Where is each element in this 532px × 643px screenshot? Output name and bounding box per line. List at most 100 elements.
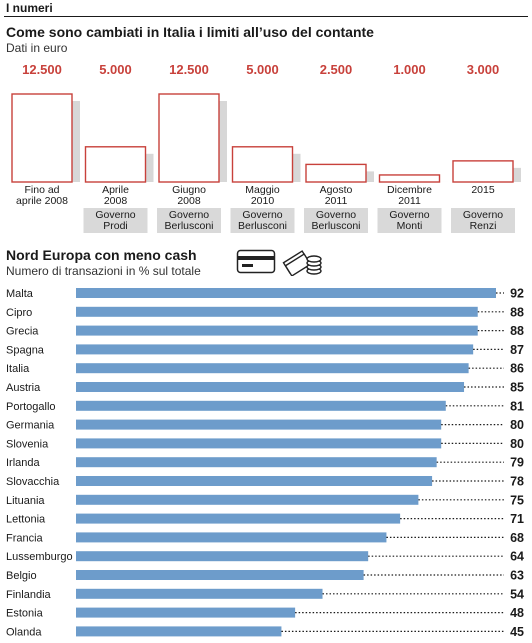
category-label: Maggio: [245, 184, 280, 196]
bar: [231, 146, 294, 183]
category-label: 2008: [104, 195, 128, 207]
value-label: 2.500: [320, 62, 353, 77]
cash-coins-icon: [282, 250, 322, 276]
section-tag: I numeri: [6, 1, 53, 15]
value-label: 64: [510, 550, 524, 564]
country-label: Lituania: [6, 495, 45, 507]
bar: [76, 344, 474, 355]
country-label: Italia: [6, 363, 30, 375]
bar: [76, 588, 323, 599]
bar: [76, 626, 282, 637]
country-label: Estonia: [6, 608, 44, 620]
country-label: Austria: [6, 382, 41, 394]
government-label: Berlusconi: [311, 220, 360, 232]
country-label: Olanda: [6, 626, 42, 638]
country-label: Francia: [6, 532, 44, 544]
cashless-chart: Malta 92 Cipro 88 Grecia 88 Spagna 87 Italia 86 Au…: [6, 287, 524, 639]
country-label: Grecia: [6, 326, 39, 338]
government-label: Governo: [389, 209, 429, 221]
bar: [76, 532, 387, 543]
government-label: Governo: [242, 209, 282, 221]
country-label: Belgio: [6, 570, 37, 582]
value-label: 87: [510, 343, 524, 357]
bar: [305, 163, 367, 183]
government-label: Monti: [397, 220, 423, 232]
government-box: [304, 208, 368, 233]
value-label: 12.500: [169, 62, 209, 77]
country-label: Cipro: [6, 307, 32, 319]
bar: [76, 325, 478, 336]
value-label: 88: [510, 305, 524, 319]
value-label: 68: [510, 531, 524, 545]
category-label: Fino ad: [24, 184, 59, 196]
chart1-subtitle: Dati in euro: [6, 41, 68, 55]
bar: [76, 382, 465, 392]
value-label: 79: [510, 456, 524, 470]
bar: [84, 146, 147, 183]
value-label: 5.000: [99, 62, 132, 77]
chart2-subtitle: Numero di transazioni in % sul totale: [6, 264, 201, 278]
value-label: 86: [510, 362, 524, 376]
bar: [76, 494, 419, 505]
government-label: Berlusconi: [164, 220, 213, 232]
credit-card-icon: [236, 249, 276, 274]
country-label: Slovacchia: [6, 476, 60, 488]
value-label: 80: [510, 437, 524, 451]
bar: [76, 551, 369, 562]
bar: [76, 419, 442, 430]
government-box: [451, 208, 515, 233]
bar: [76, 288, 496, 298]
country-label: Germania: [6, 420, 55, 432]
value-label: 75: [510, 493, 524, 507]
header-rule: [4, 16, 528, 17]
government-label: Renzi: [470, 220, 497, 232]
value-label: 45: [510, 625, 524, 639]
country-label: Lettonia: [6, 514, 46, 526]
value-label: 78: [510, 475, 524, 489]
category-label: aprile 2008: [16, 195, 68, 207]
value-label: 54: [510, 587, 524, 601]
country-label: Slovenia: [6, 438, 49, 450]
value-label: 12.500: [22, 62, 62, 77]
country-label: Spagna: [6, 344, 45, 356]
country-label: Lussemburgo: [6, 551, 73, 563]
chart2-title: Nord Europa con meno cash: [6, 247, 197, 263]
value-label: 80: [510, 418, 524, 432]
country-label: Portogallo: [6, 401, 56, 413]
bar: [76, 363, 469, 374]
government-label: Governo: [463, 209, 503, 221]
value-label: 63: [510, 569, 524, 583]
government-box: [157, 208, 221, 233]
bar: [11, 93, 73, 183]
value-label: 81: [510, 399, 524, 413]
government-box: [377, 208, 442, 233]
government-box: [230, 208, 295, 233]
bar: [76, 513, 401, 524]
category-label: Dicembre: [387, 184, 432, 196]
government-box: [83, 208, 148, 233]
bar: [158, 93, 220, 183]
category-label: 2011: [398, 195, 421, 207]
category-label: Agosto: [320, 184, 353, 196]
value-label: 88: [510, 324, 524, 338]
bar: [76, 570, 364, 580]
category-label: 2011: [325, 195, 348, 207]
category-label: Giugno: [172, 184, 206, 196]
government-label: Governo: [169, 209, 209, 221]
category-label: 2010: [251, 195, 275, 207]
government-label: Governo: [95, 209, 135, 221]
bar: [452, 160, 514, 183]
category-label: Aprile: [102, 184, 129, 196]
bar: [76, 607, 296, 618]
country-label: Irlanda: [6, 457, 41, 469]
value-label: 92: [510, 287, 524, 301]
government-label: Governo: [316, 209, 356, 221]
value-label: 1.000: [393, 62, 426, 77]
bar: [76, 400, 446, 411]
category-label: 2015: [471, 184, 495, 196]
bar: [76, 476, 433, 486]
value-label: 71: [510, 512, 524, 526]
bar: [76, 457, 437, 468]
category-label: 2008: [177, 195, 201, 207]
